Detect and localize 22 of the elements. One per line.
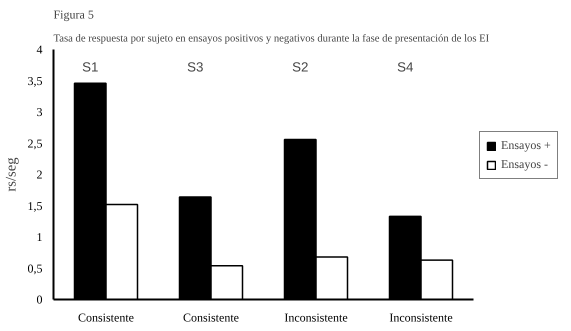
y-tick-label: 2: [36, 168, 42, 182]
annotation: S2: [292, 60, 308, 74]
annotation: S4: [397, 60, 414, 74]
y-tick-label: 1: [36, 230, 42, 244]
x-tick-label: Inconsistente: [284, 310, 348, 324]
annotation: S1: [82, 60, 98, 74]
y-tick-label: 0: [36, 292, 42, 306]
y-tick-label: 3,5: [28, 74, 42, 88]
chart-title: Figura 5: [54, 8, 94, 22]
legend-label: Ensayos -: [501, 157, 548, 172]
chart-subtitle: Tasa de respuesta por sujeto en ensayos positivos y negativos durante la fase de presentación de los EI: [54, 34, 490, 44]
y-tick-label: 3: [36, 105, 42, 119]
y-axis-title: rs/seg: [4, 156, 20, 192]
x-tick-label: Consistente: [78, 310, 134, 324]
y-tick-label: 1,5: [28, 198, 42, 213]
x-tick-label: Consistente: [183, 310, 239, 324]
legend-label: Ensayos +: [501, 138, 551, 153]
x-tick-label: Inconsistente: [389, 310, 453, 324]
y-tick-label: 4: [36, 42, 42, 56]
y-tick-label: 2,5: [28, 136, 42, 150]
y-tick-label: 0,5: [28, 261, 42, 276]
annotation: S3: [187, 60, 204, 74]
